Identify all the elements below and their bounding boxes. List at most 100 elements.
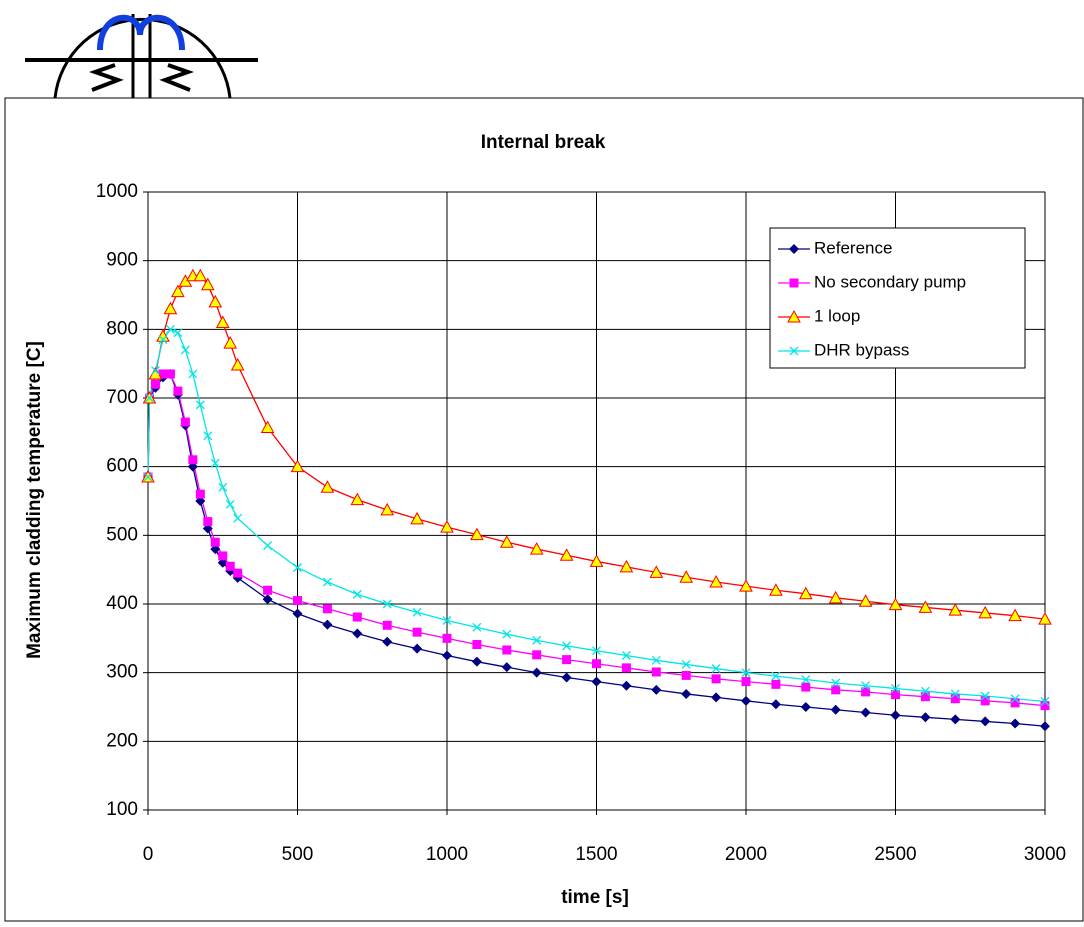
data-point — [263, 585, 273, 595]
chart-title: Internal break — [481, 132, 606, 153]
data-point — [218, 551, 228, 561]
data-point — [950, 694, 960, 704]
data-point — [709, 574, 723, 588]
data-point — [502, 645, 512, 655]
data-point — [741, 677, 751, 687]
data-point — [619, 559, 634, 573]
data-point — [891, 690, 900, 700]
data-point — [145, 393, 154, 403]
data-point — [920, 712, 931, 723]
y-tick-label: 200 — [106, 730, 138, 751]
data-point — [293, 563, 302, 573]
data-point — [711, 692, 722, 703]
y-tick-label: 500 — [106, 524, 138, 545]
data-point — [1040, 721, 1050, 732]
data-point — [502, 629, 512, 639]
data-point — [322, 604, 332, 614]
data-point — [208, 294, 223, 308]
data-point — [860, 707, 871, 718]
data-point — [158, 335, 168, 345]
data-point — [225, 499, 235, 509]
legend-marker — [789, 244, 799, 254]
data-point — [801, 675, 811, 684]
data-point — [681, 688, 692, 699]
data-point — [681, 670, 691, 680]
data-point — [290, 459, 305, 473]
data-point — [225, 561, 235, 571]
data-point — [621, 680, 632, 691]
y-tick-label: 400 — [106, 593, 138, 614]
data-point — [831, 678, 841, 688]
data-point — [1040, 701, 1050, 711]
data-point — [210, 537, 220, 547]
data-point — [890, 710, 901, 721]
data-point — [828, 590, 843, 604]
data-point — [218, 482, 228, 492]
data-point — [322, 619, 333, 630]
y-tick-label: 800 — [106, 318, 138, 339]
data-point — [470, 527, 484, 541]
data-point — [950, 689, 960, 699]
data-point — [739, 579, 753, 592]
data-point — [382, 636, 393, 647]
data-point — [980, 696, 990, 706]
data-point — [771, 671, 781, 681]
data-point — [352, 612, 362, 622]
data-point — [770, 699, 781, 710]
legend-label: No secondary pump — [814, 272, 966, 291]
data-point — [801, 682, 811, 692]
data-point — [233, 513, 243, 523]
data-point — [203, 431, 213, 441]
data-point — [499, 535, 514, 548]
data-point — [559, 548, 574, 561]
data-point — [262, 594, 273, 605]
data-point — [158, 369, 168, 379]
data-point — [1010, 694, 1020, 704]
y-tick-label: 100 — [106, 799, 138, 820]
data-point — [230, 357, 245, 371]
data-point — [233, 568, 243, 578]
x-tick-label: 1000 — [426, 844, 468, 865]
data-point — [165, 324, 175, 334]
data-point — [800, 702, 811, 712]
data-point — [188, 369, 198, 379]
data-point — [769, 583, 783, 596]
x-tick-label: 2500 — [874, 844, 916, 865]
data-point — [651, 684, 662, 695]
data-point — [322, 577, 332, 587]
y-tick-label: 1000 — [96, 181, 138, 202]
data-point — [589, 554, 604, 567]
legend-marker — [789, 278, 799, 288]
chart-frame — [4, 97, 1084, 922]
data-point — [203, 517, 213, 527]
data-point — [471, 656, 482, 667]
legend-label: 1 loop — [814, 306, 860, 325]
data-point — [382, 620, 392, 630]
y-tick-label: 700 — [106, 387, 138, 408]
data-point — [165, 369, 175, 379]
y-tick-label: 600 — [106, 456, 138, 477]
data-point — [679, 570, 694, 583]
data-point — [442, 650, 452, 661]
data-point — [1038, 612, 1052, 625]
data-point — [412, 643, 423, 654]
data-point — [382, 599, 392, 609]
data-point — [171, 284, 185, 298]
data-point — [621, 651, 631, 660]
data-point — [798, 586, 813, 600]
data-point — [771, 679, 781, 689]
data-point — [858, 594, 873, 607]
y-axis-label: Maximum cladding temperature [C] — [24, 341, 45, 659]
data-point — [562, 641, 572, 651]
logo — [25, 14, 258, 99]
data-point — [210, 458, 220, 468]
data-point — [352, 628, 363, 639]
data-point — [920, 686, 930, 696]
data-point — [621, 663, 631, 673]
data-point — [352, 589, 362, 599]
data-point — [260, 420, 275, 434]
data-point — [561, 672, 572, 683]
data-point — [320, 480, 335, 493]
data-point — [1010, 698, 1020, 708]
legend-marker — [789, 346, 799, 356]
